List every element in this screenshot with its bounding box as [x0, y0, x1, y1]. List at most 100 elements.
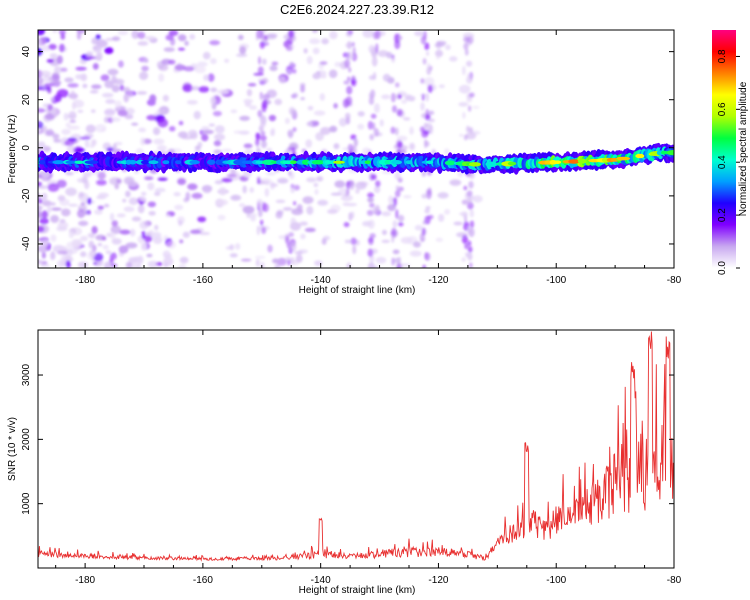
noise-blob [375, 43, 379, 54]
noise-blob [110, 117, 121, 122]
noise-blob [97, 171, 106, 180]
noise-blob [372, 72, 377, 81]
noise-blob [66, 145, 76, 154]
band-core [261, 159, 276, 165]
noise-blob [50, 234, 57, 242]
x-tick-label: -120 [428, 275, 448, 286]
noise-blob [156, 145, 167, 151]
noise-blob [259, 121, 266, 128]
noise-blob [78, 220, 89, 227]
noise-blob [353, 138, 358, 147]
noise-blob [340, 194, 353, 202]
noise-blob [463, 36, 471, 43]
snr-x-ticks: -180 -160 -140 -120 -100 -80 [55, 330, 682, 586]
noise-blob [38, 181, 43, 187]
noise-blob [458, 102, 469, 107]
noise-blob [50, 251, 56, 260]
noise-blob [259, 41, 265, 49]
noise-blob [145, 232, 152, 236]
noise-blob [468, 227, 475, 238]
y-tick-label: 40 [21, 46, 32, 58]
noise-blob [141, 65, 149, 72]
noise-blob [334, 61, 341, 68]
spectrogram-y-ticks: -40 -20 0 20 40 [21, 46, 674, 251]
noise-blob [39, 70, 52, 77]
noise-blob [316, 176, 324, 182]
noise-blob [472, 105, 480, 109]
noise-blob [57, 195, 66, 202]
noise-blob [333, 103, 338, 109]
noise-blob [210, 58, 217, 65]
noise-blob [158, 64, 169, 71]
x-tick-label: -120 [428, 575, 448, 586]
noise-blob [201, 126, 210, 130]
noise-blob [317, 199, 329, 206]
noise-blob [467, 105, 472, 112]
noise-blob [469, 209, 474, 218]
noise-blob [109, 212, 115, 222]
noise-blob [329, 125, 338, 133]
noise-blob [49, 202, 56, 206]
colorbar-ticks: 0.0 0.2 0.4 0.6 0.8 [717, 49, 740, 275]
noise-blob [260, 140, 267, 149]
noise-blob [257, 109, 263, 118]
noise-blob [69, 119, 76, 124]
noise-blob [38, 185, 49, 190]
noise-blob [181, 136, 194, 140]
noise-blob [435, 49, 444, 58]
noise-blob [76, 31, 82, 40]
noise-blob [345, 95, 353, 106]
noise-blob [213, 140, 222, 147]
noise-blob [85, 56, 97, 60]
noise-blob [214, 125, 225, 134]
x-tick-label: -160 [193, 275, 213, 286]
band-core [241, 160, 255, 165]
noise-blob [91, 84, 102, 90]
noise-blob [275, 211, 283, 219]
colorbar-tick-label: 0.8 [717, 49, 728, 63]
noise-blob [242, 205, 255, 214]
y-tick-label: 20 [21, 94, 32, 106]
noise-blob [136, 91, 148, 95]
noise-blob [56, 250, 69, 255]
noise-blob [65, 260, 71, 268]
noise-blob [292, 201, 297, 206]
noise-blob [328, 69, 338, 79]
noise-blob [409, 126, 414, 135]
noise-blob [117, 30, 129, 36]
noise-blob [277, 177, 289, 184]
noise-blob [258, 208, 263, 218]
noise-blob [61, 208, 71, 217]
spectrogram-frame [37, 29, 675, 269]
noise-blob [370, 89, 376, 99]
noise-blob [124, 114, 134, 120]
noise-blob [189, 33, 196, 40]
noise-blob [409, 144, 415, 149]
noise-blob [424, 215, 431, 225]
noise-blob [60, 33, 66, 40]
noise-blob [271, 127, 276, 135]
noise-blob [131, 30, 140, 39]
noise-blob [97, 242, 103, 247]
noise-blob [268, 114, 277, 122]
noise-blob [41, 210, 48, 219]
noise-blob [68, 203, 78, 207]
noise-blob [367, 248, 374, 257]
noise-blob [287, 70, 292, 75]
noise-blob [401, 99, 408, 104]
noise-blob [367, 262, 375, 268]
band-core [468, 162, 481, 167]
noise-blob [148, 210, 156, 216]
noise-blob [292, 127, 297, 133]
noise-blob [101, 236, 107, 241]
noise-blob [158, 73, 165, 82]
noise-blob [288, 232, 295, 238]
noise-blob [393, 197, 398, 207]
noise-blob [461, 211, 468, 218]
noise-blob [468, 180, 474, 189]
noise-blob [239, 46, 247, 55]
noise-blob [249, 187, 254, 193]
noise-blob [262, 93, 270, 101]
noise-blob [392, 249, 400, 255]
noise-blob [352, 244, 357, 255]
